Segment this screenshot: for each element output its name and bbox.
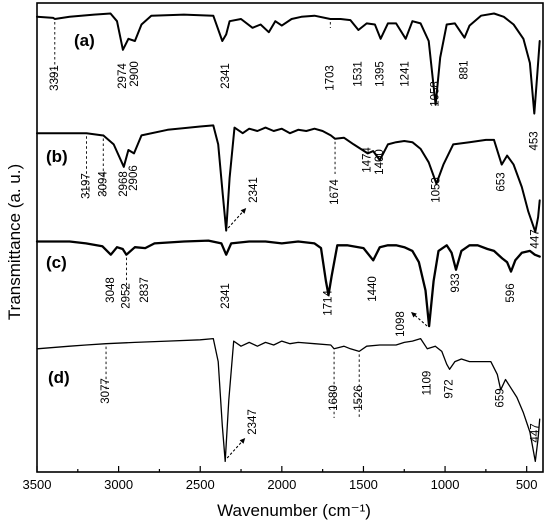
x-tick-label: 3500 [23, 477, 52, 492]
peak-label-d: 3077 [100, 378, 112, 404]
peak-label-d: 1109 [421, 371, 433, 396]
peak-label-b: 1400 [374, 149, 386, 175]
spectrum-b [36, 124, 541, 233]
x-tick-label: 1000 [431, 477, 460, 492]
spectrum-a [36, 12, 541, 115]
peak-label-c: 3048 [105, 277, 117, 303]
peak-label-c: 2341 [220, 283, 232, 309]
panel-label: (c) [46, 253, 67, 272]
panel-label: (d) [48, 368, 70, 387]
peak-label-d: 972 [444, 379, 456, 398]
x-tick-label: 2500 [186, 477, 215, 492]
panel-label: (a) [74, 31, 95, 50]
plot-frame [36, 2, 544, 473]
peak-label-c: 2837 [139, 277, 151, 303]
arrow-2341-head [240, 208, 247, 214]
peak-label-c: 596 [505, 283, 517, 302]
x-tick-label: 1500 [349, 477, 378, 492]
peak-label-b: 2341 [248, 177, 260, 203]
x-axis-ticks: 3500 3000 2500 2000 1500 1000 500 [23, 466, 538, 492]
peak-label-c: 1440 [367, 276, 379, 302]
peak-label-a: 1058 [430, 81, 442, 107]
x-axis-title: Wavenumber (cm⁻¹) [217, 501, 371, 520]
peak-label-a: 881 [459, 60, 471, 79]
peak-label-a: 2900 [129, 61, 141, 87]
peak-label-b: 1474 [362, 147, 374, 173]
spectra [35, 12, 541, 463]
spectrum-c [35, 239, 541, 328]
peak-label-a: 2341 [220, 63, 232, 89]
x-tick-label: 2000 [267, 477, 296, 492]
peak-label-b: 447 [529, 229, 541, 248]
peak-label-a: 1703 [324, 65, 336, 91]
peak-label-b: 3094 [97, 171, 109, 197]
peak-label-b: 3197 [81, 173, 93, 199]
peak-label-d: 2347 [247, 409, 259, 435]
peak-label-b: 653 [496, 172, 508, 191]
peak-label-a: 1395 [375, 61, 387, 87]
x-tick-label: 500 [516, 477, 538, 492]
peak-label-b: 2906 [128, 165, 140, 191]
peak-label-d: 659 [495, 388, 507, 407]
peak-label-c: 933 [450, 273, 462, 292]
spectrum-d [36, 337, 541, 463]
peak-label-a: 2974 [117, 63, 129, 89]
peak-label-b: 2968 [118, 171, 130, 197]
peak-label-d: 1680 [328, 385, 340, 411]
peak-label-d: 1526 [353, 385, 365, 411]
peak-label-b: 1053 [430, 177, 442, 203]
arrow-2347-head [239, 438, 246, 444]
peak-label-a: 453 [528, 131, 540, 150]
panel-labels: (a) (b) (c) (d) [46, 31, 95, 387]
peak-label-d: 447 [529, 423, 541, 442]
arrow-1098-head [411, 312, 417, 318]
plot-frame-rect [36, 2, 544, 473]
peak-label-a: 3391 [49, 65, 61, 91]
x-tick-label: 3000 [104, 477, 133, 492]
peak-label-a: 1531 [352, 61, 364, 87]
panel-label: (b) [46, 147, 68, 166]
peak-label-a: 1241 [400, 61, 412, 87]
arrow-1098-line [410, 311, 428, 327]
y-axis-title: Transmittance (a. u.) [5, 164, 24, 320]
peak-label-c: 2952 [120, 283, 132, 309]
peak-annotations: 3391 2974 2900 2341 1703 1531 1395 1241 1058 881 4… [49, 22, 541, 459]
peak-label-b: 1674 [329, 179, 341, 205]
peak-label-c: 1714 [323, 290, 335, 316]
peak-label-c: 1098 [395, 311, 407, 337]
